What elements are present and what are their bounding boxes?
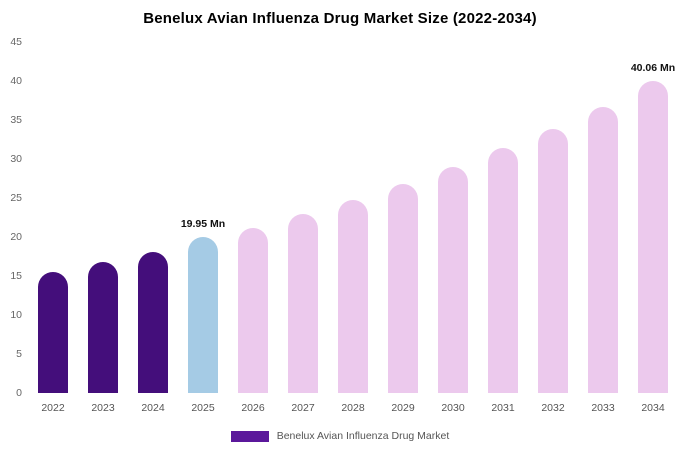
bar-2022 <box>38 272 68 393</box>
bar-column: 2022 <box>28 42 78 414</box>
x-tick-label: 2025 <box>191 402 215 414</box>
y-tick-label: 10 <box>10 309 22 321</box>
x-tick-label: 2028 <box>341 402 365 414</box>
chart-title: Benelux Avian Influenza Drug Market Size… <box>143 10 537 27</box>
y-tick-label: 5 <box>16 347 22 360</box>
y-axis: 0 5 10 15 20 25 30 35 40 45 <box>0 36 24 399</box>
x-tick-label: 2024 <box>141 402 165 414</box>
bar-2029 <box>388 183 418 393</box>
bar-2025 <box>188 237 218 393</box>
y-tick-label: 15 <box>10 269 22 282</box>
x-tick-label: 2027 <box>291 402 315 414</box>
x-tick-label: 2034 <box>641 402 665 414</box>
bar-column: 40.06 Mn 2034 <box>628 42 678 414</box>
bar-column: 2032 <box>528 42 578 414</box>
bar-column: 2028 <box>328 42 378 414</box>
bar-2034 <box>638 80 668 393</box>
y-tick-label: 40 <box>10 74 22 87</box>
bar-column: 2031 <box>478 42 528 414</box>
bar-2033 <box>588 106 618 393</box>
bar-2031 <box>488 148 518 393</box>
y-tick-label: 45 <box>10 36 22 48</box>
x-tick-label: 2030 <box>441 402 465 414</box>
bar-column: 2033 <box>578 42 628 414</box>
bar-column: 19.95 Mn 2025 <box>178 42 228 414</box>
x-tick-label: 2033 <box>591 402 615 414</box>
data-label: 40.06 Mn <box>630 61 676 74</box>
legend-label: Benelux Avian Influenza Drug Market <box>276 430 450 442</box>
bar-column: 2030 <box>428 42 478 414</box>
x-tick-label: 2031 <box>491 402 515 414</box>
bar-2024 <box>138 251 168 393</box>
x-tick-label: 2023 <box>91 402 115 414</box>
bar-column: 2023 <box>78 42 128 414</box>
y-tick-label: 0 <box>16 387 22 399</box>
x-tick-label: 2026 <box>241 402 265 414</box>
x-tick-label: 2029 <box>391 402 415 414</box>
bar-column: 2027 <box>278 42 328 414</box>
bar-2026 <box>238 227 268 393</box>
y-tick-label: 35 <box>10 113 22 126</box>
bar-column: 2026 <box>228 42 278 414</box>
bar-column: 2024 <box>128 42 178 414</box>
plot-area: 2022 2023 2024 19.95 Mn 2025 2026 2027 2028 2029… <box>28 42 678 414</box>
y-tick-label: 30 <box>10 152 22 165</box>
bar-2032 <box>538 128 568 393</box>
y-tick-label: 25 <box>10 191 22 204</box>
legend-swatch <box>230 430 269 442</box>
legend: Benelux Avian Influenza Drug Market <box>0 430 680 442</box>
y-tick-label: 20 <box>10 231 22 243</box>
bar-2027 <box>288 214 318 393</box>
x-tick-label: 2032 <box>541 402 565 414</box>
bar-2028 <box>338 199 368 393</box>
bar-2030 <box>438 166 468 393</box>
x-tick-label: 2022 <box>41 402 65 414</box>
bar-2023 <box>88 261 118 393</box>
data-label: 19.95 Mn <box>180 218 226 231</box>
bar-column: 2029 <box>378 42 428 414</box>
